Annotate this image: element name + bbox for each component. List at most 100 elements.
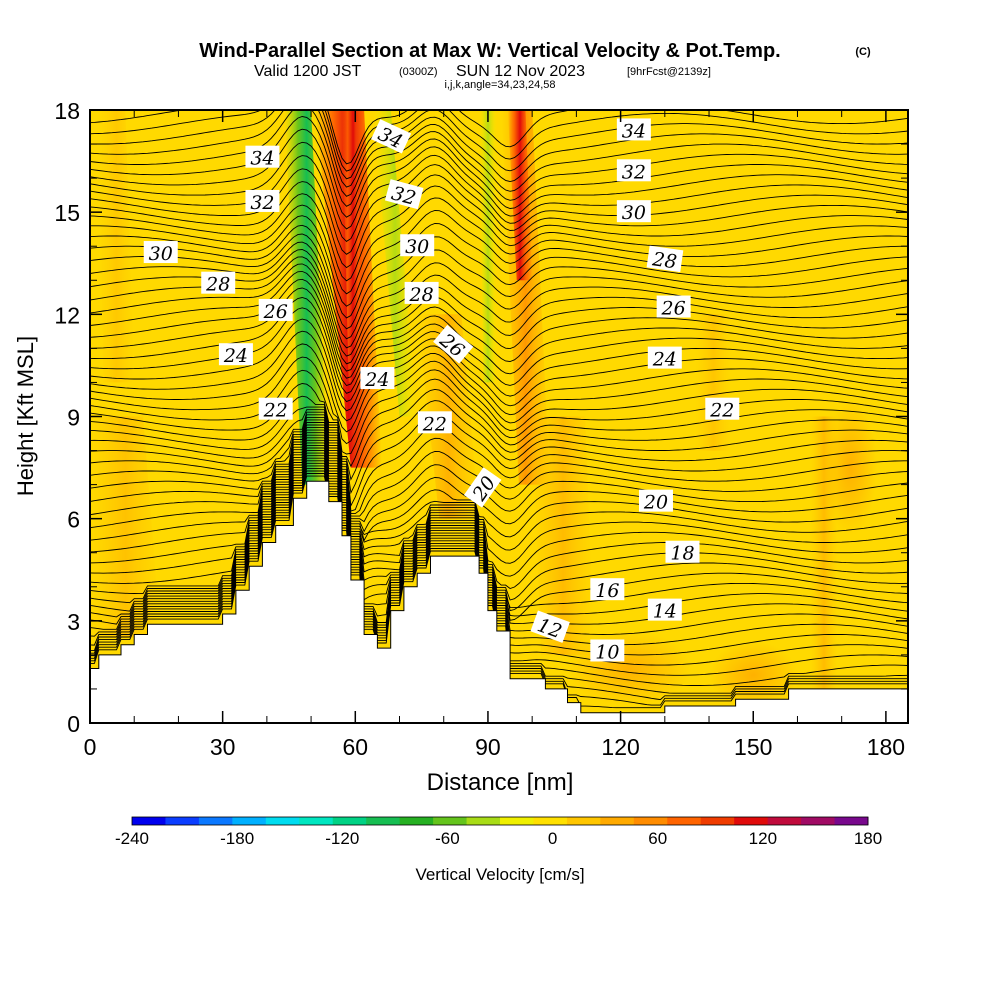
velocity-plume-orange bbox=[532, 416, 595, 655]
x-tick-label: 60 bbox=[343, 734, 369, 760]
theta-contour-line bbox=[90, 369, 908, 455]
colorbar-swatch bbox=[165, 817, 200, 825]
theta-contour-line bbox=[90, 467, 908, 694]
x-tick-label: 150 bbox=[734, 734, 772, 760]
theta-contour-line bbox=[90, 110, 908, 180]
theta-contour-line bbox=[90, 465, 908, 686]
contour-label-text: 28 bbox=[650, 248, 678, 273]
velocity-plume-red bbox=[507, 110, 533, 281]
velocity-plume-orange bbox=[695, 314, 732, 451]
contour-label-text: 22 bbox=[709, 400, 734, 422]
contour-label-text: 34 bbox=[622, 120, 646, 142]
contour-label-text: 22 bbox=[422, 413, 447, 435]
y-tick-label: 15 bbox=[54, 200, 80, 226]
theta-contour-line bbox=[90, 447, 908, 617]
theta-contours bbox=[90, 110, 908, 709]
theta-contour-line bbox=[90, 411, 908, 512]
theta-contour-line bbox=[90, 388, 908, 481]
colorbar-swatch bbox=[834, 817, 869, 825]
contour-label-text: 24 bbox=[223, 345, 248, 367]
colorbar-tick-label: 0 bbox=[548, 829, 557, 848]
colorbar-swatch bbox=[633, 817, 668, 825]
contour-label-text: 18 bbox=[670, 543, 694, 565]
contour-label-text: 30 bbox=[149, 243, 173, 265]
contour-label: 30 bbox=[400, 234, 435, 258]
contour-label-text: 30 bbox=[622, 202, 646, 224]
contour-label: 24 bbox=[647, 346, 682, 371]
valid-date: SUN 12 Nov 2023 bbox=[456, 63, 585, 80]
theta-contour-line bbox=[90, 263, 908, 365]
colorbar-swatch bbox=[667, 817, 702, 825]
theta-contour-line bbox=[90, 378, 908, 468]
theta-contour-line bbox=[90, 409, 908, 508]
theta-contour-line bbox=[90, 128, 908, 218]
valid-utc: (0300Z) bbox=[399, 66, 438, 78]
contour-label: 22 bbox=[417, 411, 452, 435]
theta-contour-line bbox=[90, 450, 908, 625]
theta-contour-line bbox=[90, 356, 908, 445]
contour-label: 34 bbox=[616, 118, 651, 142]
colorbar-swatch bbox=[500, 817, 534, 825]
contour-label: 34 bbox=[245, 145, 280, 170]
theta-contour-line bbox=[90, 419, 908, 523]
colorbar-swatch bbox=[332, 817, 367, 825]
colorbar-tick-label: 120 bbox=[749, 829, 777, 848]
theta-contour-line bbox=[90, 437, 908, 601]
theta-contour-line bbox=[90, 470, 908, 701]
theta-contour-line bbox=[90, 110, 908, 197]
contour-label-text: 28 bbox=[205, 274, 230, 296]
contour-label: 16 bbox=[590, 578, 625, 602]
contour-label: 18 bbox=[665, 540, 700, 565]
theta-contour-line bbox=[90, 475, 908, 709]
theta-contour-line bbox=[90, 434, 908, 590]
grid-indices: i,j,k,angle=34,23,24,58 bbox=[444, 79, 555, 91]
theta-contour-line bbox=[90, 210, 908, 307]
contour-label-text: 22 bbox=[263, 400, 288, 422]
contour-label: 30 bbox=[143, 241, 178, 265]
colorbar-swatch bbox=[232, 817, 267, 825]
x-tick-label: 120 bbox=[601, 734, 639, 760]
contour-label: 24 bbox=[360, 367, 395, 391]
y-tick-label: 12 bbox=[54, 302, 80, 328]
contour-label-text: 20 bbox=[643, 492, 668, 514]
contour-label: 22 bbox=[258, 397, 293, 422]
theta-contour-line bbox=[90, 457, 908, 656]
y-tick-label: 3 bbox=[67, 609, 80, 635]
colorbar-swatch bbox=[600, 817, 635, 825]
theta-contour-line bbox=[90, 110, 908, 172]
contour-label: 14 bbox=[647, 598, 682, 623]
contour-label: 24 bbox=[218, 343, 253, 367]
contour-label-text: 24 bbox=[652, 349, 677, 371]
contour-label: 32 bbox=[245, 189, 280, 214]
velocity-plume-lime bbox=[373, 110, 418, 417]
velocity-blob bbox=[823, 399, 878, 536]
theta-contour-line bbox=[90, 473, 908, 706]
y-axis: 0 3 6 9 12 15 18 bbox=[54, 98, 908, 737]
theta-contour-line bbox=[90, 223, 908, 319]
colorbar-label: Vertical Velocity [cm/s] bbox=[415, 865, 584, 884]
theta-contour-line bbox=[90, 432, 908, 577]
colorbar-tick-label: 180 bbox=[854, 829, 882, 848]
contour-label-text: 32 bbox=[622, 161, 646, 183]
colorbar-swatch bbox=[399, 817, 434, 825]
colorbar-frame bbox=[131, 816, 869, 826]
contour-label-text: 10 bbox=[595, 641, 619, 663]
valid-time: Valid 1200 JST bbox=[254, 63, 362, 80]
theta-contour-line bbox=[90, 197, 908, 295]
contour-label: 28 bbox=[201, 271, 236, 296]
colorbar-tick-label: 60 bbox=[648, 829, 667, 848]
theta-contour-line bbox=[90, 318, 908, 412]
contour-label: 32 bbox=[616, 159, 651, 183]
theta-contour-line bbox=[90, 164, 908, 255]
theta-contour-line bbox=[90, 233, 908, 330]
theta-contour-line bbox=[90, 270, 908, 372]
x-axis-label: Distance [nm] bbox=[427, 769, 574, 796]
forecast-info: [9hrFcst@2139z] bbox=[627, 66, 711, 78]
theta-contour-line bbox=[90, 343, 908, 433]
theta-contour-line bbox=[90, 116, 908, 207]
theta-contour-line bbox=[90, 154, 908, 242]
contour-label: 28 bbox=[404, 281, 439, 306]
colorbar-swatch bbox=[466, 817, 501, 825]
y-tick-label: 9 bbox=[67, 405, 80, 431]
chart-title: Wind-Parallel Section at Max W: Vertical… bbox=[199, 40, 780, 62]
